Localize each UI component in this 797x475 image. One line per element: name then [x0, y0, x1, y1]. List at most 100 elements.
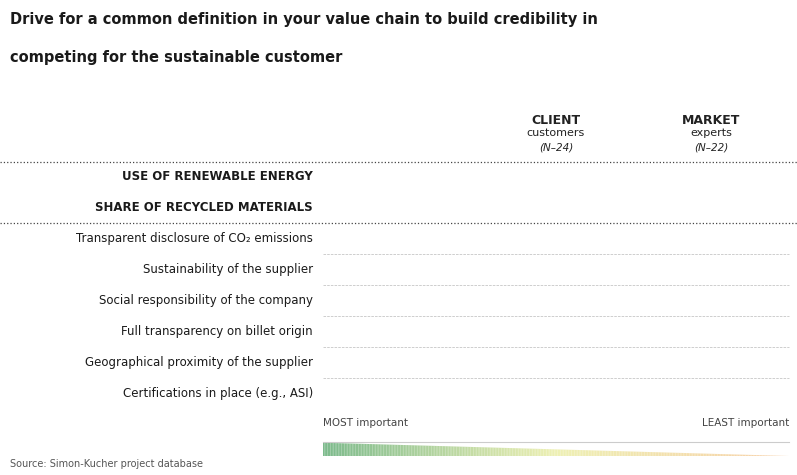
Polygon shape	[433, 446, 434, 456]
Polygon shape	[400, 445, 402, 456]
Text: Certifications in place (e.g., ASI): Certifications in place (e.g., ASI)	[123, 387, 313, 399]
Polygon shape	[701, 454, 702, 456]
Polygon shape	[522, 448, 524, 456]
Polygon shape	[336, 443, 337, 456]
Polygon shape	[646, 452, 648, 456]
Text: experts: experts	[690, 128, 732, 138]
Polygon shape	[710, 454, 711, 456]
Polygon shape	[416, 446, 418, 456]
Polygon shape	[649, 452, 650, 456]
Polygon shape	[391, 445, 393, 456]
Polygon shape	[677, 453, 679, 456]
Polygon shape	[763, 455, 764, 456]
Text: CLIENT: CLIENT	[532, 114, 580, 127]
Polygon shape	[669, 453, 671, 456]
Polygon shape	[702, 454, 704, 456]
Polygon shape	[410, 445, 411, 456]
Polygon shape	[429, 446, 430, 456]
Polygon shape	[324, 443, 326, 456]
Polygon shape	[614, 451, 615, 456]
Polygon shape	[419, 446, 421, 456]
Polygon shape	[414, 446, 416, 456]
Polygon shape	[512, 448, 514, 456]
Polygon shape	[483, 447, 485, 456]
Polygon shape	[694, 453, 696, 456]
Polygon shape	[615, 451, 617, 456]
Polygon shape	[365, 444, 367, 456]
Text: Full transparency on billet origin: Full transparency on billet origin	[121, 325, 313, 338]
Polygon shape	[742, 455, 744, 456]
Polygon shape	[643, 452, 645, 456]
Polygon shape	[406, 445, 408, 456]
Polygon shape	[442, 446, 444, 456]
Polygon shape	[441, 446, 442, 456]
Text: Social responsibility of the company: Social responsibility of the company	[99, 294, 313, 307]
Polygon shape	[323, 443, 324, 456]
Polygon shape	[704, 454, 705, 456]
Polygon shape	[331, 443, 332, 456]
Polygon shape	[475, 447, 477, 456]
Polygon shape	[689, 453, 691, 456]
Polygon shape	[627, 451, 629, 456]
Polygon shape	[360, 444, 362, 456]
Polygon shape	[562, 449, 563, 456]
Polygon shape	[630, 451, 632, 456]
Polygon shape	[355, 444, 357, 456]
Polygon shape	[748, 455, 750, 456]
Polygon shape	[481, 447, 483, 456]
Polygon shape	[709, 454, 710, 456]
Polygon shape	[393, 445, 395, 456]
Polygon shape	[676, 453, 677, 456]
Polygon shape	[638, 452, 640, 456]
Polygon shape	[455, 446, 457, 456]
Polygon shape	[529, 448, 531, 456]
Polygon shape	[688, 453, 689, 456]
Polygon shape	[503, 448, 505, 456]
Polygon shape	[464, 446, 465, 456]
Polygon shape	[635, 452, 637, 456]
Polygon shape	[571, 450, 573, 456]
Polygon shape	[500, 448, 501, 456]
Text: MOST important: MOST important	[323, 418, 408, 428]
Polygon shape	[395, 445, 396, 456]
Polygon shape	[603, 451, 604, 456]
Polygon shape	[405, 445, 406, 456]
Polygon shape	[621, 451, 622, 456]
Polygon shape	[579, 450, 581, 456]
Polygon shape	[362, 444, 363, 456]
Polygon shape	[680, 453, 681, 456]
Polygon shape	[640, 452, 642, 456]
Polygon shape	[472, 447, 473, 456]
Polygon shape	[524, 448, 526, 456]
Polygon shape	[588, 450, 590, 456]
Polygon shape	[550, 449, 552, 456]
Polygon shape	[387, 445, 388, 456]
Text: MARKET: MARKET	[682, 114, 740, 127]
Polygon shape	[611, 451, 612, 456]
Polygon shape	[514, 448, 516, 456]
Polygon shape	[458, 446, 460, 456]
Polygon shape	[681, 453, 683, 456]
Polygon shape	[328, 443, 329, 456]
Polygon shape	[501, 448, 503, 456]
Polygon shape	[722, 454, 724, 456]
Polygon shape	[758, 455, 760, 456]
Polygon shape	[584, 450, 586, 456]
Polygon shape	[506, 448, 508, 456]
Polygon shape	[652, 452, 654, 456]
Polygon shape	[728, 454, 730, 456]
Text: SHARE OF RECYCLED MATERIALS: SHARE OF RECYCLED MATERIALS	[96, 201, 313, 214]
Polygon shape	[745, 455, 747, 456]
Polygon shape	[725, 454, 727, 456]
Polygon shape	[346, 443, 347, 456]
Text: competing for the sustainable customer: competing for the sustainable customer	[10, 50, 342, 65]
Polygon shape	[430, 446, 432, 456]
Polygon shape	[516, 448, 517, 456]
Polygon shape	[382, 445, 383, 456]
Polygon shape	[544, 449, 545, 456]
Polygon shape	[486, 447, 488, 456]
Polygon shape	[477, 447, 478, 456]
Polygon shape	[648, 452, 649, 456]
Polygon shape	[606, 451, 607, 456]
Polygon shape	[547, 449, 548, 456]
